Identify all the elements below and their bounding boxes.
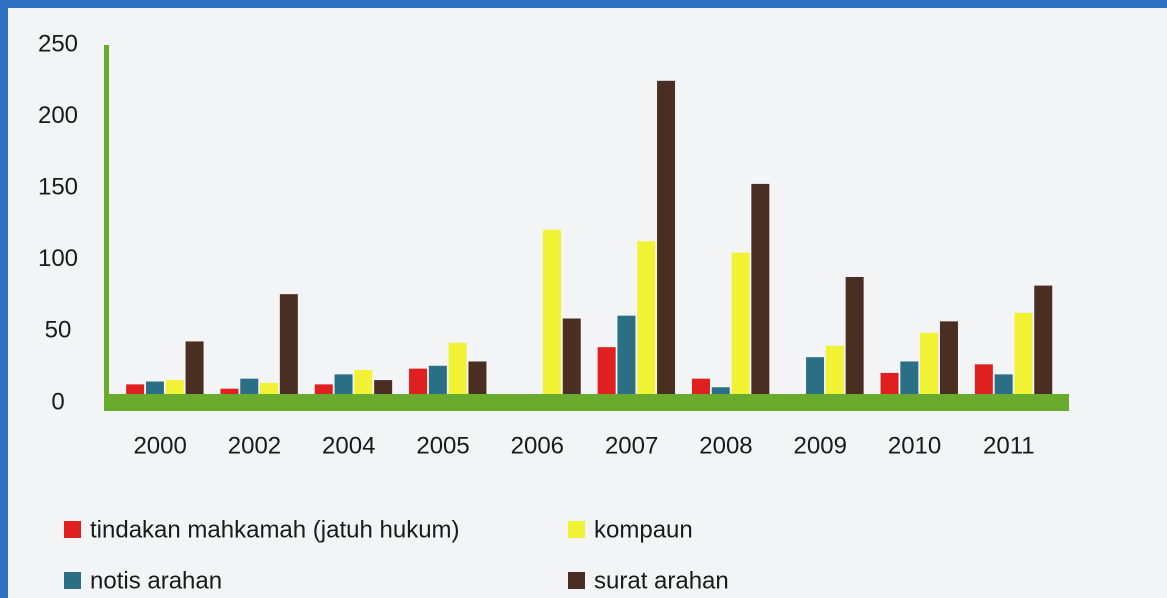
bar [279, 294, 298, 403]
bar [185, 341, 204, 403]
y-tick-label: 0 [51, 388, 64, 415]
legend-swatch [568, 572, 585, 589]
bar [617, 315, 636, 403]
x-tick-label: 2007 [605, 432, 658, 459]
background [8, 8, 1167, 598]
bar [1034, 285, 1053, 403]
legend-swatch [64, 521, 81, 538]
bar [806, 357, 825, 403]
y-tick-label: 150 [38, 174, 78, 201]
y-tick-label: 100 [38, 245, 78, 272]
x-tick-label: 2000 [133, 432, 186, 459]
bar [448, 342, 467, 403]
bar [900, 361, 919, 403]
y-axis-line [104, 45, 109, 411]
bar [542, 229, 561, 403]
x-tick-label: 2005 [416, 432, 469, 459]
bar [597, 347, 616, 403]
bar [751, 183, 770, 403]
x-tick-label: 2010 [888, 432, 941, 459]
bar [920, 332, 939, 403]
x-tick-label: 2006 [511, 432, 564, 459]
x-tick-label: 2011 [983, 432, 1035, 459]
y-tick-label: 200 [38, 102, 78, 129]
legend-label: notis arahan [90, 567, 222, 594]
x-tick-label: 2008 [699, 432, 752, 459]
x-axis-band [104, 394, 1069, 411]
bar [1014, 312, 1033, 403]
legend-label: kompaun [594, 516, 693, 543]
legend-swatch [568, 521, 585, 538]
x-tick-label: 2009 [794, 432, 847, 459]
legend-swatch [64, 572, 81, 589]
bar [845, 276, 864, 403]
bar [974, 364, 993, 403]
bar [731, 252, 750, 403]
bar [562, 318, 581, 403]
y-tick-label: 250 [38, 30, 78, 57]
bar [468, 361, 487, 403]
legend-label: surat arahan [594, 567, 729, 594]
x-tick-label: 2002 [228, 432, 281, 459]
bar [657, 80, 676, 404]
bar [825, 345, 844, 403]
bar [939, 321, 958, 403]
legend-label: tindakan mahkamah (jatuh hukum) [90, 516, 460, 543]
bar [637, 241, 656, 403]
bar [428, 365, 447, 403]
x-tick-label: 2004 [322, 432, 375, 459]
y-tick-label: 50 [45, 317, 72, 344]
